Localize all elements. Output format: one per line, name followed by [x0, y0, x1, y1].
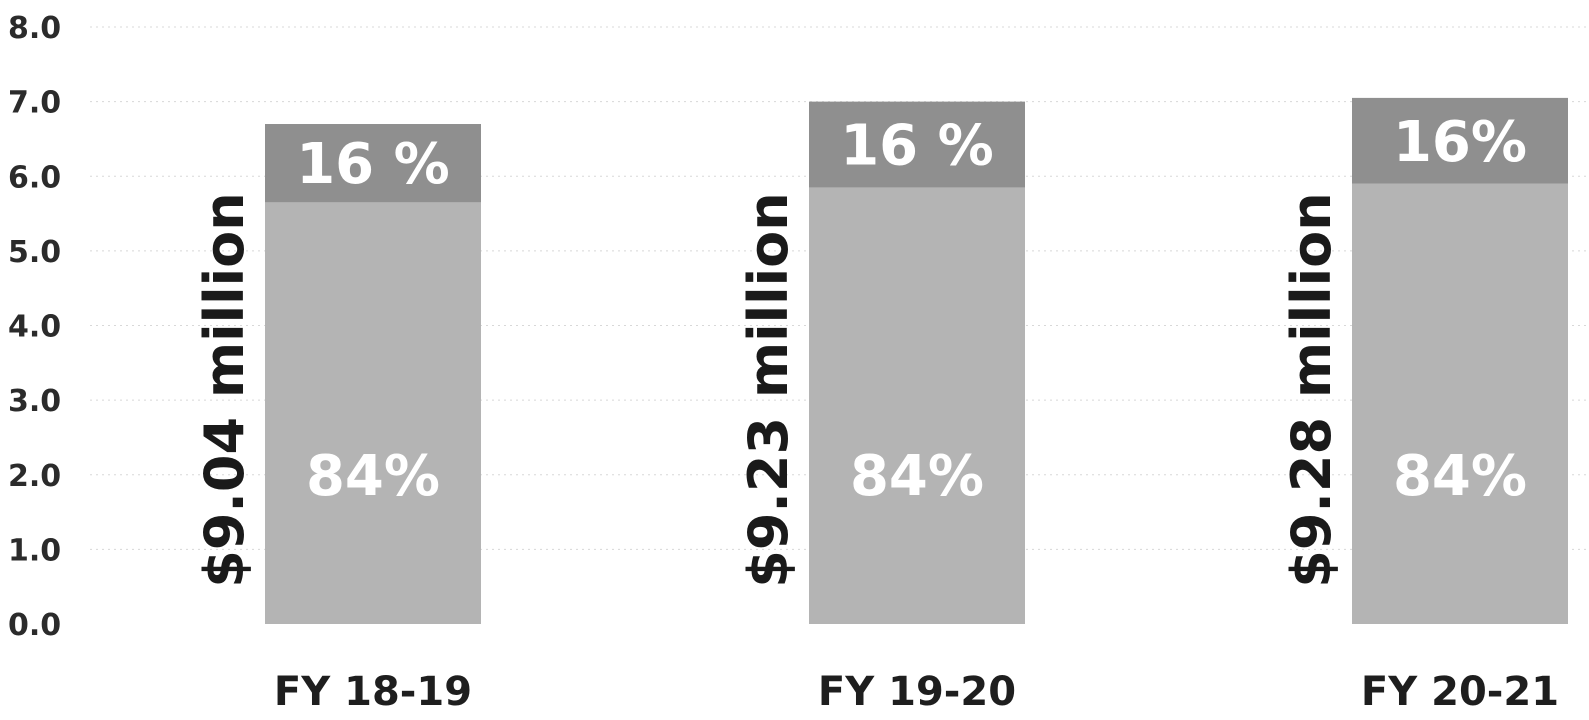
bar-segment	[265, 124, 481, 203]
bar-segment	[1352, 97, 1568, 184]
y-axis-tick-labels: 0.0 1.0 2.0 3.0 4.0 5.0 6.0 7.0 8.0	[8, 11, 61, 643]
y-tick-label: 1.0	[8, 533, 61, 568]
category-label: FY 19-20	[818, 669, 1016, 715]
category-label: FY 20-21	[1361, 669, 1559, 715]
y-tick-label: 5.0	[8, 235, 61, 270]
bar-labels: 84% 16 % FY 18-19 $9.04 million 84% 16 % FY 19…	[193, 110, 1559, 715]
bar-total-label: $9.04 million	[193, 192, 256, 587]
y-tick-label: 4.0	[8, 310, 61, 345]
segment-percent-label: 84%	[1393, 444, 1527, 509]
y-tick-label: 3.0	[8, 384, 61, 419]
y-tick-label: 8.0	[8, 11, 61, 46]
bar-total-label: $9.28 million	[1280, 192, 1343, 587]
bar-segment	[265, 202, 481, 624]
bars	[265, 97, 1568, 624]
bar-total-label: $9.23 million	[737, 192, 800, 587]
segment-percent-label: 16 %	[840, 114, 994, 179]
bar-segment	[1352, 183, 1568, 624]
segment-percent-label: 84%	[850, 444, 984, 509]
grid-lines	[90, 26, 1589, 550]
y-tick-label: 6.0	[8, 160, 61, 195]
y-tick-label: 0.0	[8, 608, 61, 643]
segment-percent-label: 84%	[306, 444, 440, 509]
bar-segment	[809, 187, 1025, 624]
category-label: FY 18-19	[274, 669, 472, 715]
bar-segment	[809, 101, 1025, 188]
segment-percent-label: 16%	[1393, 110, 1527, 175]
segment-percent-label: 16 %	[296, 132, 450, 197]
y-tick-label: 7.0	[8, 86, 61, 121]
y-tick-label: 2.0	[8, 459, 61, 494]
